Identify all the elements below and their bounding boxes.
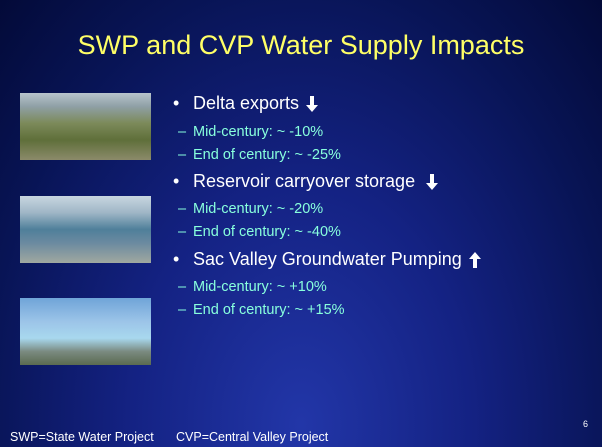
sub-text: Mid-century: ~ -20%: [193, 201, 324, 217]
sub-bullet: Mid-century: ~ -20%: [178, 201, 323, 217]
up-arrow: [468, 252, 481, 269]
sub-text: End of century: ~ -25%: [193, 147, 341, 163]
bullet-text: Sac Valley Groundwater Pumping: [193, 249, 462, 269]
slide-title: SWP and CVP Water Supply Impacts: [77, 30, 525, 60]
bullet: Reservoir carryover storage: [173, 171, 439, 192]
sub-text: End of century: ~ -40%: [193, 224, 341, 240]
page-number: 6: [583, 419, 589, 429]
bullet: Sac Valley Groundwater Pumping: [173, 249, 482, 270]
footer-note: CVP=Central Valley Project: [176, 430, 329, 444]
bullet-text: Delta exports: [193, 93, 300, 113]
sub-text: Mid-century: ~ -10%: [193, 124, 324, 140]
sub-text: Mid-century: ~ +10%: [193, 279, 327, 295]
photo: [20, 298, 151, 365]
photo: [20, 196, 151, 263]
photo: [20, 93, 151, 160]
bullet-text: Reservoir carryover storage: [193, 171, 416, 191]
sub-bullet: End of century: ~ -25%: [178, 147, 341, 163]
sub-text: End of century: ~ +15%: [193, 302, 345, 318]
down-arrow: [306, 96, 319, 113]
sub-bullet: End of century: ~ +15%: [178, 302, 345, 318]
bullet: Delta exports: [173, 93, 319, 114]
sub-bullet: Mid-century: ~ -10%: [178, 124, 323, 140]
sub-bullet: End of century: ~ -40%: [178, 224, 341, 240]
down-arrow: [426, 174, 439, 191]
sub-bullet: Mid-century: ~ +10%: [178, 279, 327, 295]
footer-note: SWP=State Water Project: [10, 430, 154, 444]
